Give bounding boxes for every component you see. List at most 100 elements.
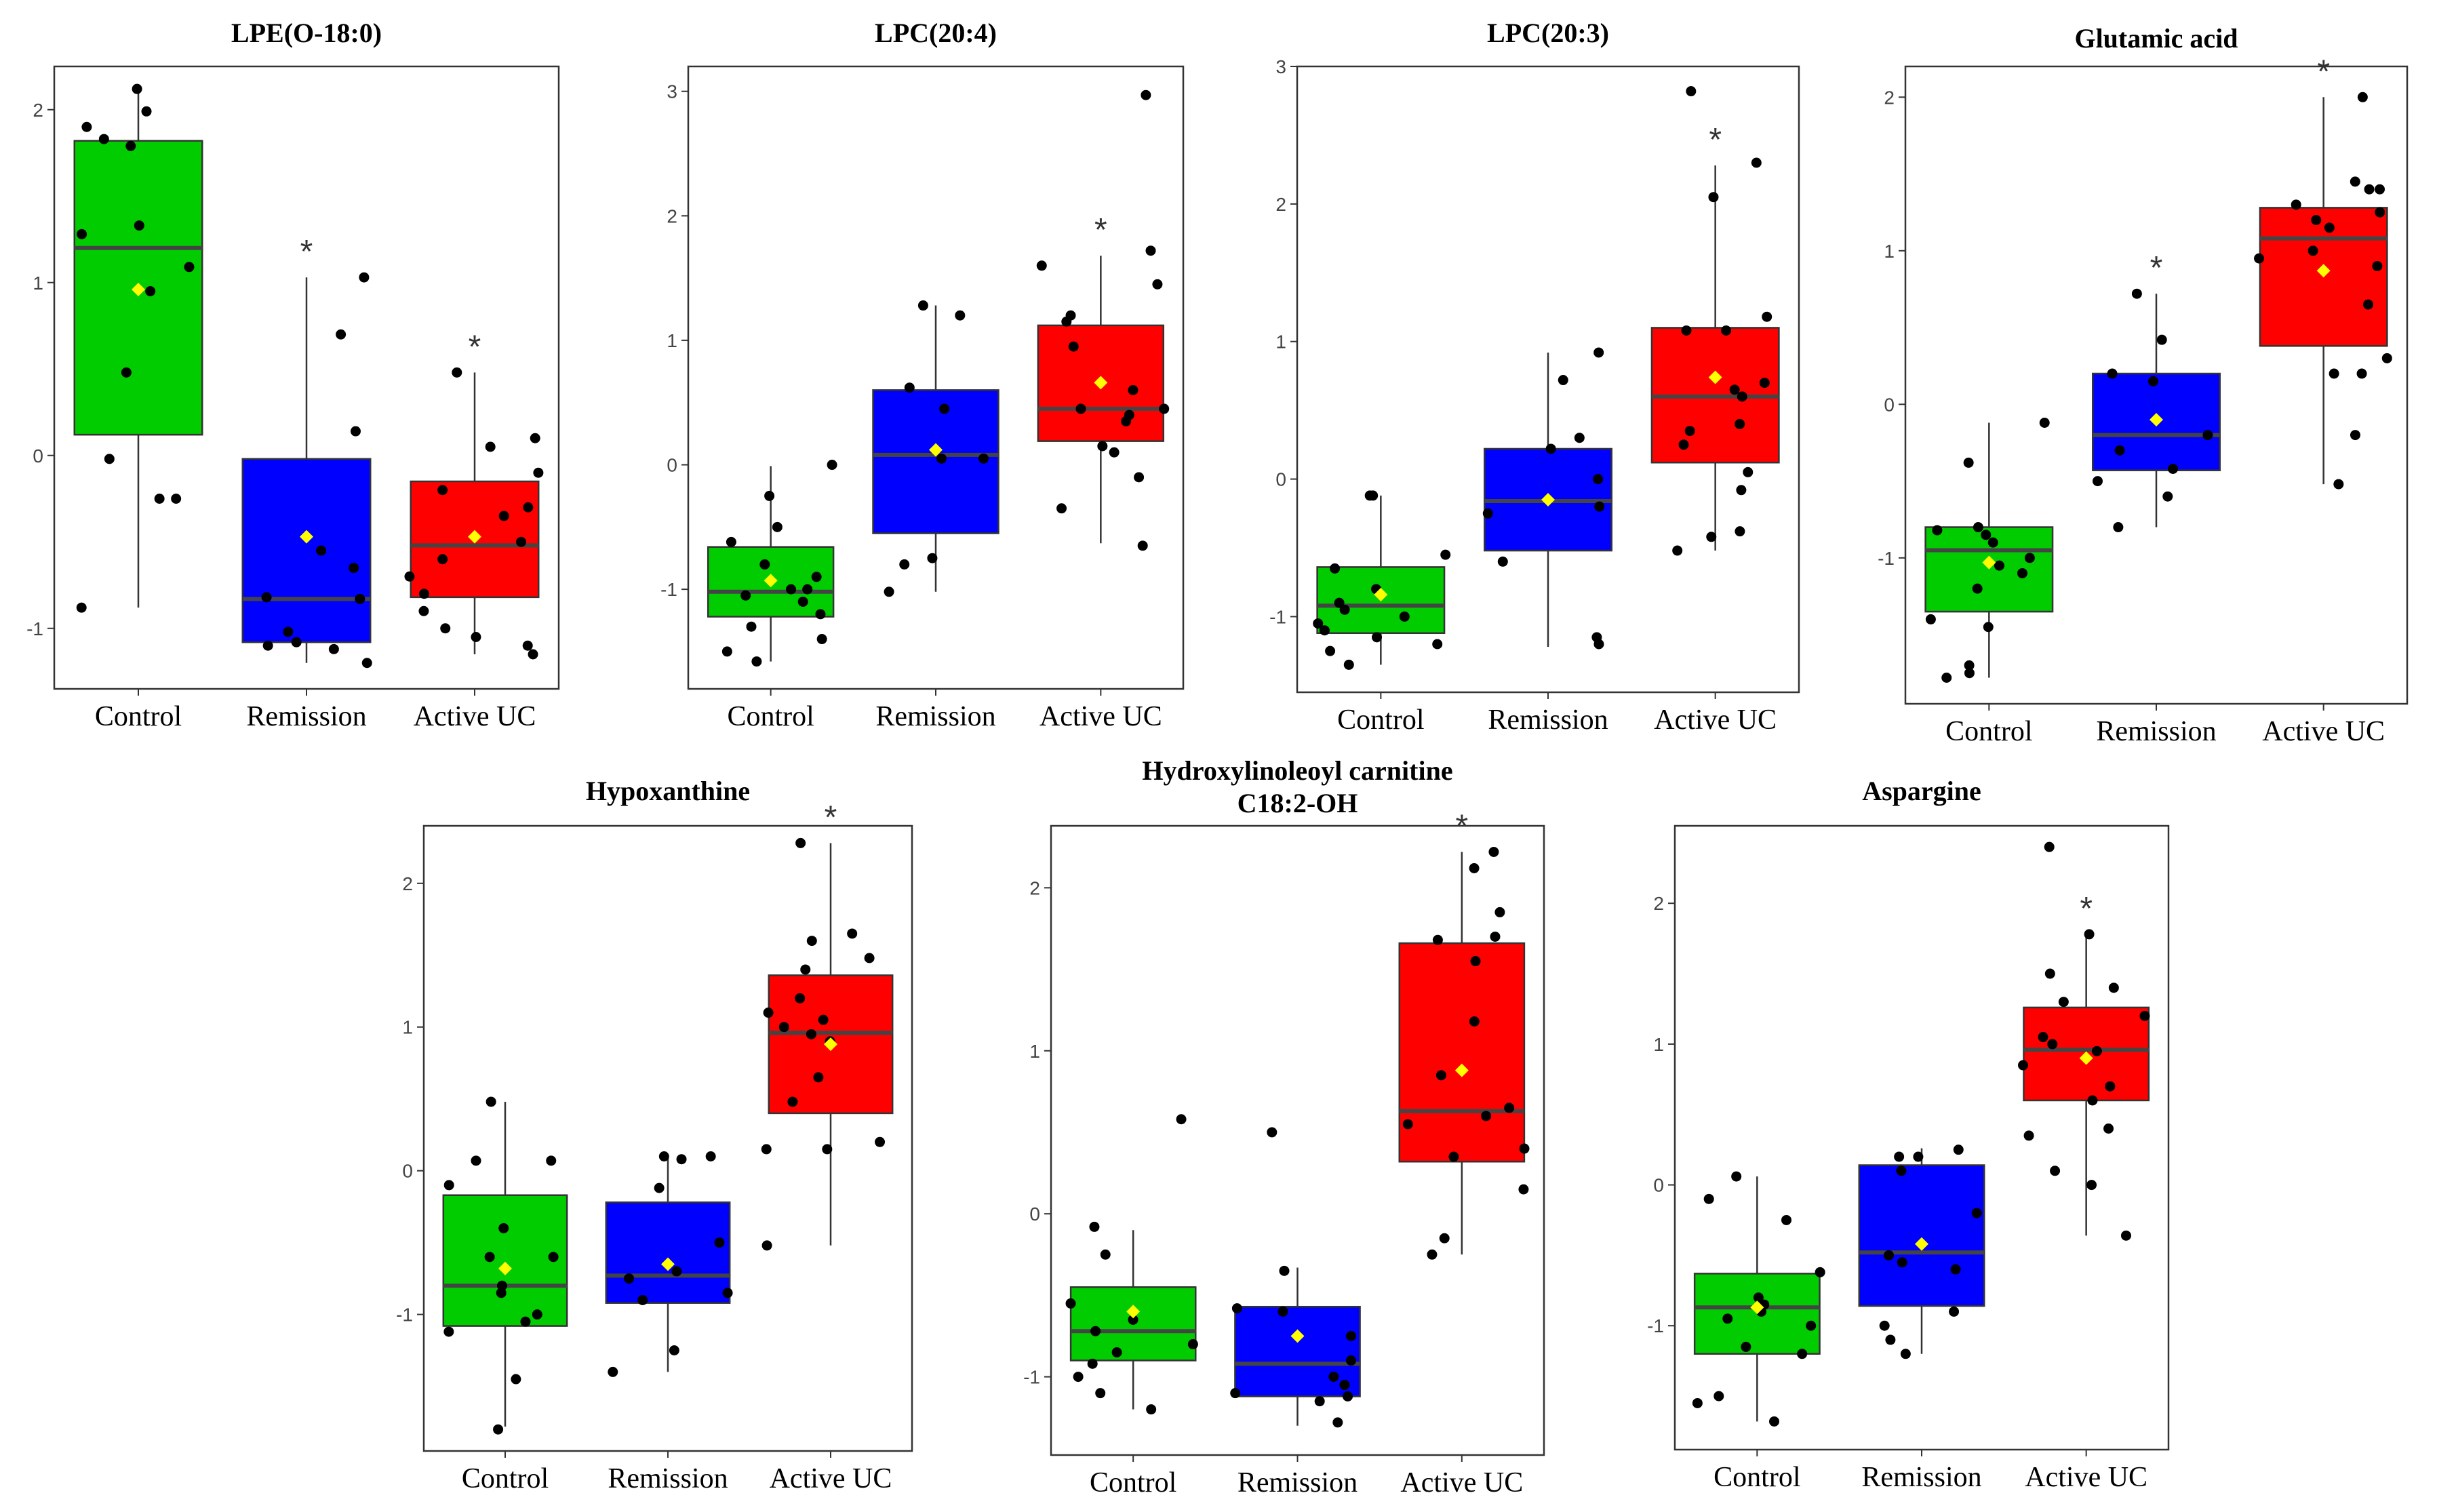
data-point: [1435, 1070, 1446, 1081]
data-point: [1036, 260, 1047, 271]
data-point: [1594, 501, 1605, 512]
data-point: [1089, 1221, 1100, 1232]
data-point: [2324, 222, 2335, 233]
data-point: [1145, 245, 1156, 256]
significance-star: *: [825, 799, 837, 835]
data-point: [1277, 1306, 1288, 1317]
data-point: [2168, 463, 2179, 474]
data-point: [955, 310, 966, 321]
panel-title: Hypoxanthine: [586, 776, 750, 806]
data-point: [440, 623, 451, 634]
data-point: [1900, 1349, 1911, 1359]
data-point: [471, 632, 481, 642]
data-point: [522, 640, 533, 651]
data-point: [1545, 443, 1556, 454]
data-point: [1950, 1264, 1961, 1275]
data-point: [1981, 530, 1992, 540]
mean-marker: [1454, 1063, 1469, 1077]
data-point: [1469, 863, 1480, 874]
data-point: [498, 1222, 509, 1233]
data-point: [2375, 184, 2385, 195]
data-point: [1339, 604, 1350, 615]
panel-title-line2: C18:2-OH: [1237, 788, 1358, 818]
mean-marker: [2079, 1051, 2093, 1065]
data-point: [786, 584, 797, 595]
data-point: [1806, 1320, 1817, 1331]
box-remission: [1230, 1127, 1361, 1428]
data-point: [1741, 1341, 1751, 1352]
data-point: [787, 1096, 798, 1107]
data-point: [761, 1240, 772, 1251]
data-point: [1100, 1249, 1111, 1260]
data-point: [1068, 341, 1079, 352]
data-point: [1884, 1250, 1895, 1260]
data-point: [2047, 1039, 2058, 1050]
y-tick-label: 3: [667, 81, 677, 102]
y-tick-label: -1: [1269, 606, 1286, 627]
data-point: [1187, 1339, 1198, 1350]
data-point: [676, 1154, 687, 1165]
data-point: [2350, 430, 2360, 441]
data-point: [2139, 1010, 2150, 1021]
data-point: [1925, 614, 1936, 624]
data-point: [669, 1345, 679, 1356]
data-point: [806, 936, 817, 947]
y-tick-label: -1: [26, 618, 43, 639]
data-point: [1481, 1111, 1492, 1121]
y-tick-label: 0: [1029, 1203, 1040, 1225]
data-point: [328, 643, 339, 654]
data-point: [2050, 1166, 2061, 1176]
mean-marker: [1126, 1305, 1141, 1319]
mean-marker: [1374, 587, 1388, 601]
data-point: [2162, 491, 2173, 502]
data-point: [1519, 1143, 1530, 1154]
data-point: [795, 993, 806, 1003]
data-point: [1490, 931, 1501, 942]
data-point: [1432, 934, 1443, 945]
data-point: [1334, 597, 1345, 608]
data-point: [104, 454, 115, 464]
data-point: [1314, 1396, 1325, 1407]
box-control: [1313, 490, 1451, 670]
y-tick-label: 0: [402, 1161, 413, 1182]
data-point: [530, 433, 540, 443]
data-point: [1964, 660, 1975, 671]
data-point: [875, 1136, 886, 1147]
data-point: [1708, 192, 1719, 203]
data-point: [1176, 1114, 1187, 1125]
data-point: [822, 1144, 833, 1155]
data-point: [2375, 207, 2385, 218]
data-point: [2087, 1095, 2098, 1106]
data-point: [2350, 176, 2360, 187]
data-point: [847, 928, 858, 939]
data-point: [1932, 525, 1943, 536]
mean-marker: [929, 443, 943, 457]
y-tick-label: 2: [402, 873, 413, 894]
significance-star: *: [469, 329, 481, 365]
data-point: [1075, 403, 1086, 414]
box-remission: [605, 1151, 733, 1377]
mean-marker: [1290, 1329, 1305, 1343]
x-category-label: Control: [1945, 716, 2032, 747]
data-point: [1558, 375, 1568, 386]
data-point: [1497, 556, 1508, 567]
data-point: [795, 837, 806, 848]
data-point: [1781, 1214, 1791, 1225]
mean-marker: [300, 530, 313, 544]
x-category-label: Active UC: [2262, 716, 2385, 747]
data-point: [2103, 1123, 2114, 1134]
data-point: [1345, 1330, 1356, 1341]
data-point: [528, 649, 538, 660]
box-remission: [872, 300, 999, 597]
data-point: [1332, 1417, 1343, 1428]
data-point: [816, 634, 827, 645]
x-category-label: Active UC: [770, 1463, 892, 1494]
panel-frame: [1296, 65, 1800, 694]
data-point: [671, 1266, 682, 1277]
data-point: [548, 1252, 559, 1262]
x-category-label: Remission: [608, 1463, 728, 1494]
data-point: [437, 485, 448, 496]
data-point: [1427, 1249, 1438, 1260]
data-point: [125, 140, 136, 151]
